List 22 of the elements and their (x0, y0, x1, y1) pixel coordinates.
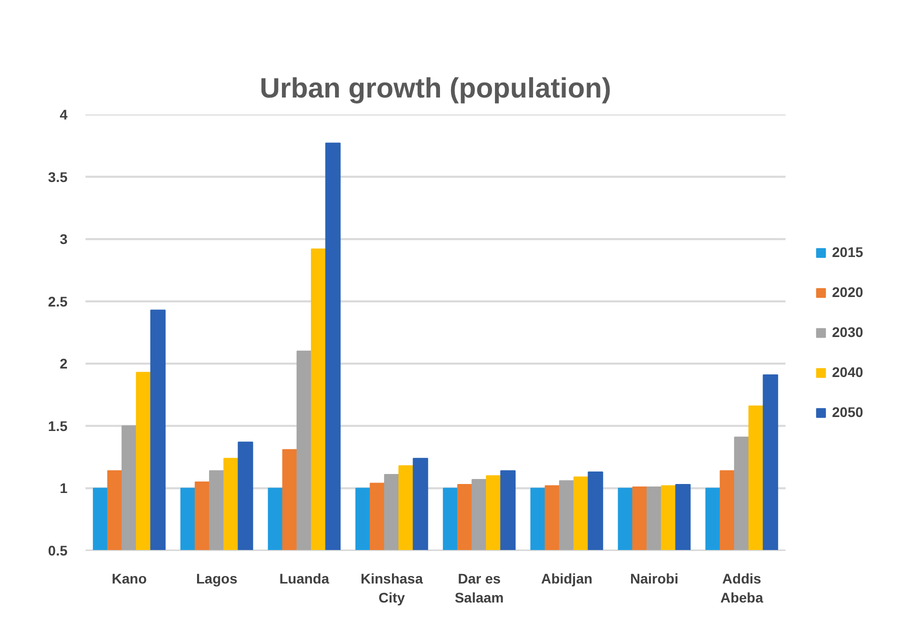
y-tick-label: 1.5 (48, 418, 68, 434)
y-tick-label: 3.5 (48, 168, 68, 185)
x-tick-label: Addis Abeba (720, 570, 764, 606)
y-tick-label: 4 (60, 106, 68, 122)
x-tick-label: Luanda (279, 570, 330, 586)
y-tick-label: 2 (60, 356, 68, 372)
legend-label: 2050 (832, 404, 864, 420)
chart-title: Urban growth (population) (260, 72, 612, 104)
y-tick-label: 1 (60, 480, 68, 496)
legend-label: 2015 (832, 244, 864, 260)
y-tick-label: 2.5 (48, 293, 68, 310)
legend-label: 2040 (832, 364, 864, 380)
x-tick-label: Kano (112, 570, 147, 586)
legend-label: 2020 (832, 284, 864, 300)
x-tick-label: Dar es Salaam (454, 570, 504, 606)
x-tick-label: Lagos (196, 570, 238, 586)
x-tick-label: Nairobi (630, 570, 678, 586)
legend-label: 2030 (832, 324, 864, 340)
x-tick-label: Kinshasa City (360, 570, 424, 606)
x-tick-label: Abidjan (541, 570, 592, 586)
y-tick-label: 3 (60, 231, 68, 248)
y-tick-label: 0.5 (48, 542, 68, 558)
